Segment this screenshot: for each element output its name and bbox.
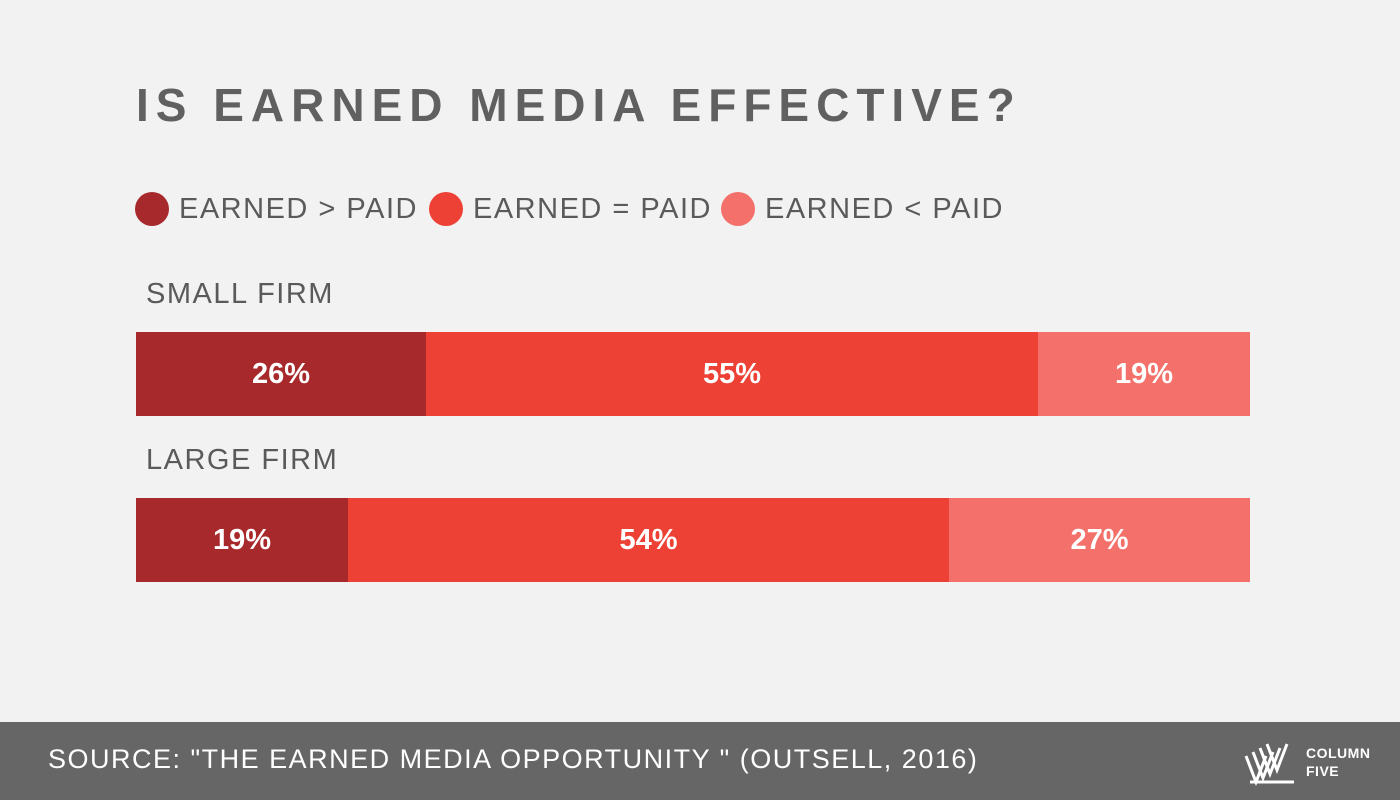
bar-segment-large-firm-2	[348, 498, 949, 582]
data-label: 54%	[619, 524, 678, 556]
category-label-small-firm: SMALL FIRM	[146, 278, 334, 310]
legend-label: EARNED > PAID	[179, 193, 418, 225]
footer: SOURCE: "THE EARNED MEDIA OPPORTUNITY " …	[0, 722, 1400, 800]
bar-segment-small-firm-3	[1038, 332, 1250, 416]
legend-swatch	[429, 192, 463, 226]
data-label: 55%	[702, 358, 762, 390]
bar-segment-small-firm-2	[426, 332, 1038, 416]
logo-text-line1: COLUMN	[1306, 745, 1371, 761]
stacked-bar-large-firm: 19% 54% 27%	[136, 498, 1250, 582]
legend-swatch	[135, 192, 169, 226]
category-label-large-firm: LARGE FIRM	[146, 444, 339, 476]
data-label: 19%	[1114, 358, 1174, 390]
source-citation: SOURCE: "THE EARNED MEDIA OPPORTUNITY " …	[48, 744, 979, 774]
column-five-logo: COLUMN FIVE	[1244, 742, 1384, 786]
data-label: 27%	[1070, 524, 1129, 556]
bar-segment-large-firm-1	[136, 498, 348, 582]
bar-segment-small-firm-1	[136, 332, 426, 416]
legend-label: EARNED = PAID	[473, 193, 712, 225]
chart-title: IS EARNED MEDIA EFFECTIVE?	[136, 79, 1022, 131]
stacked-bar-small-firm: 26% 55% 19%	[136, 332, 1250, 416]
legend-label: EARNED < PAID	[765, 193, 1004, 225]
data-label: 19%	[212, 524, 272, 556]
data-label: 26%	[251, 358, 311, 390]
legend-swatch	[721, 192, 755, 226]
logo-text-line2: FIVE	[1306, 763, 1340, 779]
bar-segment-large-firm-3	[949, 498, 1250, 582]
column-five-logo-icon	[1244, 743, 1294, 786]
logo-text: COLUMN FIVE	[1306, 744, 1370, 780]
